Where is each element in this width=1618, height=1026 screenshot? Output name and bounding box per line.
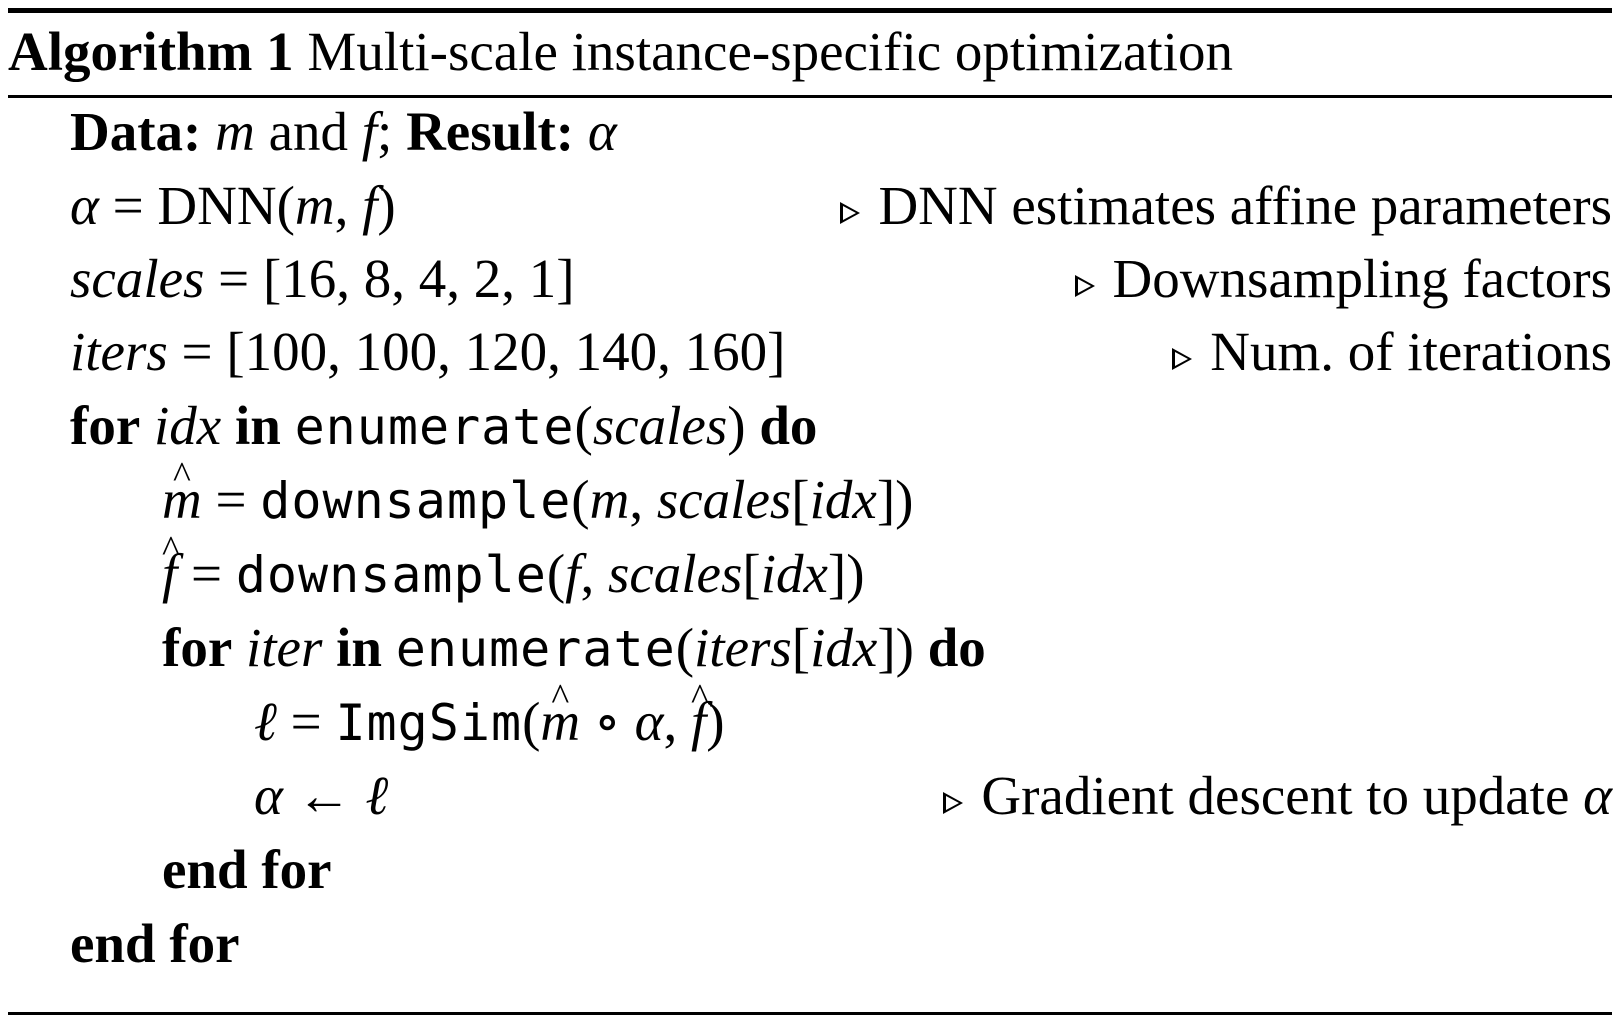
for-keyword: for — [70, 395, 141, 456]
imgsim-statement: ℓ = ImgSim(m ∘ α, f) — [254, 664, 725, 757]
var-idx: idx — [810, 617, 878, 678]
scales-assignment: scales = [16, 8, 4, 2, 1] — [70, 248, 575, 309]
var-f: f — [361, 101, 378, 162]
algo-line-imgsim: ℓ = ImgSim(m ∘ α, f) — [0, 664, 1612, 757]
in-keyword: in — [336, 617, 382, 678]
var-m-hat: m — [540, 664, 580, 756]
update-statement: α ← ℓ — [254, 765, 389, 826]
algorithm-label: Algorithm 1 — [8, 21, 294, 82]
var-alpha: α — [634, 691, 664, 752]
var-alpha: α — [1583, 765, 1612, 826]
do-keyword: do — [927, 617, 986, 678]
algo-line-outer-end: end for — [0, 910, 1612, 978]
comment-scales-text: Downsampling factors — [1112, 248, 1613, 309]
title-rule — [8, 95, 1612, 98]
var-alpha: α — [70, 175, 99, 236]
var-scales: scales — [592, 395, 728, 456]
downsample-function: downsample — [235, 546, 547, 604]
algo-line-inner-end: end for — [0, 836, 1612, 904]
in-keyword: in — [234, 395, 281, 456]
algorithm-name: Multi-scale instance-specific optimizati… — [307, 21, 1233, 82]
downsample-function: downsample — [260, 472, 572, 530]
comment-update-text: Gradient descent to update — [981, 765, 1570, 826]
imgsim-function: ImgSim — [335, 694, 523, 752]
var-ell: ℓ — [254, 691, 277, 752]
var-f-hat: f — [691, 664, 707, 756]
algorithm-title: Algorithm 1 Multi-scale instance-specifi… — [8, 20, 1233, 84]
comment-dnn: DNN estimates affine parameters — [840, 172, 1612, 240]
comment-iters-text: Num. of iterations — [1210, 321, 1612, 382]
comment-iters: Num. of iterations — [1172, 318, 1612, 386]
var-scales: scales — [607, 543, 743, 604]
var-m-hat: m — [162, 442, 202, 534]
var-m: m — [294, 175, 335, 236]
var-alpha: α — [254, 765, 283, 826]
downsample-f-statement: f = downsample(f, scales[idx]) — [162, 516, 865, 609]
inner-for-statement: for iter in enumerate(iters[idx]) do — [162, 617, 986, 678]
var-f: f — [565, 543, 581, 604]
do-keyword: do — [759, 395, 818, 456]
data-result-statement: Data: m and f; Result: α — [70, 101, 617, 162]
for-keyword: for — [162, 617, 233, 678]
top-rule — [8, 8, 1612, 13]
enumerate-function: enumerate — [395, 620, 676, 678]
var-ell: ℓ — [365, 765, 389, 826]
data-keyword: Data: — [70, 101, 202, 162]
algo-line-dnn: α = DNN(m, f) DNN estimates affine param… — [0, 172, 1612, 240]
iters-values: [100, 100, 120, 140, 160] — [226, 321, 786, 382]
var-scales: scales — [656, 469, 792, 530]
var-iters: iters — [694, 617, 792, 678]
comment-scales: Downsampling factors — [1074, 245, 1613, 313]
iters-assignment: iters = [100, 100, 120, 140, 160] — [70, 321, 786, 382]
var-f-hat: f — [162, 516, 178, 608]
and-word: and — [268, 101, 349, 162]
algo-line-iters: iters = [100, 100, 120, 140, 160] Num. o… — [0, 318, 1612, 386]
var-alpha: α — [587, 101, 617, 162]
enumerate-function: enumerate — [294, 398, 575, 456]
algo-line-downsample-m: m = downsample(m, scales[idx]) — [0, 442, 1612, 535]
var-m: m — [215, 101, 255, 162]
scales-values: [16, 8, 4, 2, 1] — [262, 248, 575, 309]
outer-end-for: end for — [70, 913, 240, 974]
comment-triangle-icon — [943, 792, 964, 814]
algo-line-update: α ← ℓ Gradient descent to update α — [0, 762, 1612, 830]
comment-dnn-text: DNN estimates affine parameters — [878, 175, 1612, 236]
var-idx: idx — [809, 469, 877, 530]
comment-update: Gradient descent to update α — [943, 762, 1612, 830]
dnn-function: DNN — [157, 175, 277, 236]
var-f: f — [362, 175, 378, 236]
comment-triangle-icon — [840, 202, 861, 224]
downsample-m-statement: m = downsample(m, scales[idx]) — [162, 442, 913, 535]
var-iters: iters — [70, 321, 168, 382]
algo-line-data: Data: m and f; Result: α — [0, 98, 1612, 166]
algo-line-inner-for: for iter in enumerate(iters[idx]) do — [0, 614, 1612, 682]
algo-line-outer-for: for idx in enumerate(scales) do — [0, 392, 1612, 460]
result-keyword: Result: — [406, 101, 575, 162]
var-idx: idx — [760, 543, 828, 604]
dnn-assignment: α = DNN(m, f) — [70, 175, 396, 236]
var-m: m — [589, 469, 630, 530]
algo-line-downsample-f: f = downsample(f, scales[idx]) — [0, 516, 1612, 609]
var-scales: scales — [70, 248, 205, 309]
var-iter: iter — [245, 617, 323, 678]
comment-triangle-icon — [1172, 348, 1193, 370]
algo-line-scales: scales = [16, 8, 4, 2, 1] Downsampling f… — [0, 245, 1612, 313]
bottom-rule — [8, 1012, 1612, 1015]
comment-triangle-icon — [1074, 275, 1095, 297]
inner-end-for: end for — [162, 839, 332, 900]
